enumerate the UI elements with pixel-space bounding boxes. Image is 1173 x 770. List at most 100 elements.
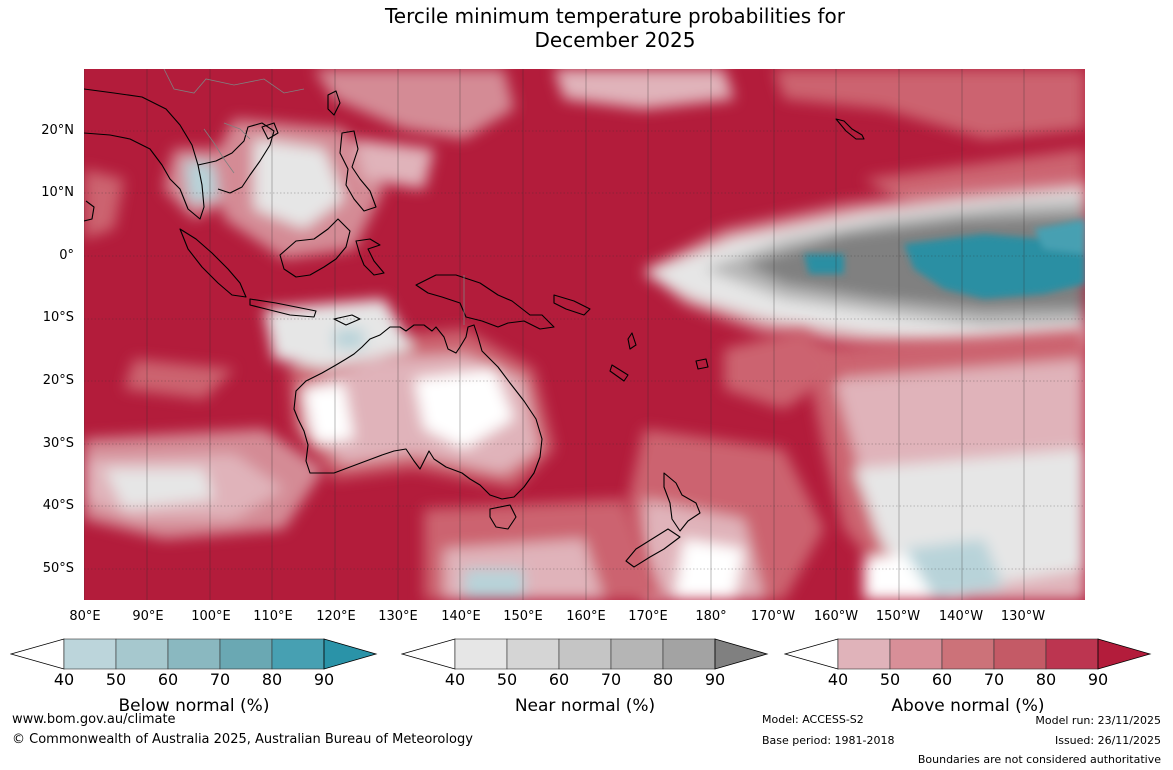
below-normal-colorbar xyxy=(10,638,378,670)
above-normal-title: Above normal (%) xyxy=(891,696,1045,716)
model-text: Model: ACCESS-S2 xyxy=(762,713,864,726)
near-colorbar-segment-80 xyxy=(662,638,716,670)
above-colorbar-segment-50 xyxy=(889,638,943,670)
indochina-coast xyxy=(197,122,275,194)
below-colorbar-segment-80 xyxy=(271,638,325,670)
borneo-coast xyxy=(279,218,351,278)
near-colorbar-segment-50 xyxy=(506,638,560,670)
lon-label-150w: 150°W xyxy=(875,609,921,624)
lon-label-130w: 130°W xyxy=(1000,609,1046,624)
boundaries-disclaimer: Boundaries are not considered authoritat… xyxy=(917,753,1161,766)
lon-label-160w: 160°W xyxy=(813,609,859,624)
title-line-1: Tercile minimum temperature probabilitie… xyxy=(384,4,846,28)
new-guinea-coast xyxy=(415,274,555,330)
taiwan-coast xyxy=(327,90,341,116)
near-colorbar-segment-40 xyxy=(454,638,508,670)
above-colorbar-upper-triangle xyxy=(1097,638,1152,670)
base-period-text: Base period: 1981-2018 xyxy=(762,734,895,747)
below-colorbar-segment-50 xyxy=(115,638,169,670)
issued-text: Issued: 26/11/2025 xyxy=(1054,734,1161,747)
below-colorbar-segment-40 xyxy=(63,638,117,670)
above-normal-colorbar xyxy=(784,638,1152,670)
near-tick-70: 70 xyxy=(600,670,622,689)
philippines-coast xyxy=(339,130,377,212)
sulawesi-coast xyxy=(355,238,385,276)
above-colorbar-segment-80 xyxy=(1045,638,1099,670)
new-caledonia-coast xyxy=(609,364,629,382)
below-tick-80: 80 xyxy=(261,670,283,689)
java-coast xyxy=(249,298,317,318)
lon-label-170e: 170°E xyxy=(628,609,668,624)
website-link[interactable]: www.bom.gov.au/climate xyxy=(12,712,176,727)
below-tick-60: 60 xyxy=(157,670,179,689)
below-normal-cyan-patch xyxy=(804,219,1085,299)
below-colorbar-upper-triangle xyxy=(323,638,378,670)
australia-land-patches xyxy=(264,299,554,489)
above-tick-70: 70 xyxy=(983,670,1005,689)
new-zealand-south-coast xyxy=(625,528,681,568)
near-tick-60: 60 xyxy=(548,670,570,689)
near-normal-colorbar xyxy=(401,638,769,670)
new-zealand-north-coast xyxy=(663,472,701,532)
above-colorbar-segment-70 xyxy=(993,638,1047,670)
title-line-2: December 2025 xyxy=(534,28,696,52)
australia-coast xyxy=(293,324,543,500)
chart-title: Tercile minimum temperature probabilitie… xyxy=(0,4,1173,52)
above-tick-40: 40 xyxy=(827,670,849,689)
above-tick-80: 80 xyxy=(1035,670,1057,689)
lat-label-10s: 10°S xyxy=(42,310,74,325)
coastlines xyxy=(84,88,865,568)
model-run-text: Model run: 23/11/2025 xyxy=(1035,714,1161,727)
above-colorbar-segment-40 xyxy=(837,638,891,670)
hainan-coast xyxy=(261,122,279,140)
near-tick-50: 50 xyxy=(496,670,518,689)
lon-label-90e: 90°E xyxy=(132,609,164,624)
indian-ocean-patches xyxy=(84,329,844,600)
sri-lanka-coast xyxy=(84,200,95,222)
below-colorbar-segment-60 xyxy=(167,638,221,670)
probability-field xyxy=(84,69,1085,600)
below-normal-title: Below normal (%) xyxy=(118,696,270,716)
lon-label-140e: 140°E xyxy=(441,609,481,624)
mainland-southeast-asia-coast xyxy=(84,88,205,220)
near-colorbar-upper-triangle xyxy=(714,638,769,670)
near-colorbar-segment-70 xyxy=(610,638,664,670)
lat-label-20s: 20°S xyxy=(42,373,74,388)
lon-label-180: 180° xyxy=(695,609,727,624)
below-colorbar-segment-70 xyxy=(219,638,273,670)
above-tick-60: 60 xyxy=(931,670,953,689)
lon-label-140w: 140°W xyxy=(938,609,984,624)
below-tick-90: 90 xyxy=(313,670,335,689)
copyright-text: © Commonwealth of Australia 2025, Austra… xyxy=(12,732,473,747)
below-tick-50: 50 xyxy=(105,670,127,689)
sumatra-coast xyxy=(179,228,247,298)
above-colorbar-lower-triangle xyxy=(784,638,839,670)
below-tick-40: 40 xyxy=(53,670,75,689)
above-tick-90: 90 xyxy=(1087,670,1109,689)
lon-label-130e: 130°E xyxy=(378,609,418,624)
near-tick-40: 40 xyxy=(444,670,466,689)
lon-label-150e: 150°E xyxy=(503,609,543,624)
near-tick-90: 90 xyxy=(704,670,726,689)
lon-label-100e: 100°E xyxy=(191,609,231,624)
lon-label-120e: 120°E xyxy=(316,609,356,624)
above-tick-50: 50 xyxy=(879,670,901,689)
lat-label-10n: 10°N xyxy=(41,185,74,200)
below-tick-70: 70 xyxy=(209,670,231,689)
lat-label-50s: 50°S xyxy=(42,561,74,576)
lon-label-80e: 80°E xyxy=(69,609,101,624)
fiji-coast xyxy=(695,358,709,370)
timor-coast xyxy=(333,314,361,326)
lat-label-30s: 30°S xyxy=(42,436,74,451)
lon-label-160e: 160°E xyxy=(566,609,606,624)
near-colorbar-lower-triangle xyxy=(401,638,456,670)
lat-label-40s: 40°S xyxy=(42,498,74,513)
tasmania-coast xyxy=(489,504,517,530)
country-borders xyxy=(163,69,465,325)
lon-label-170w: 170°W xyxy=(750,609,796,624)
south-pacific-patches xyxy=(624,329,1085,600)
lon-label-110e: 110°E xyxy=(253,609,293,624)
vanuatu-coast xyxy=(627,332,637,350)
hawaii-coast xyxy=(835,118,865,140)
solomon-islands-coast xyxy=(553,294,591,316)
